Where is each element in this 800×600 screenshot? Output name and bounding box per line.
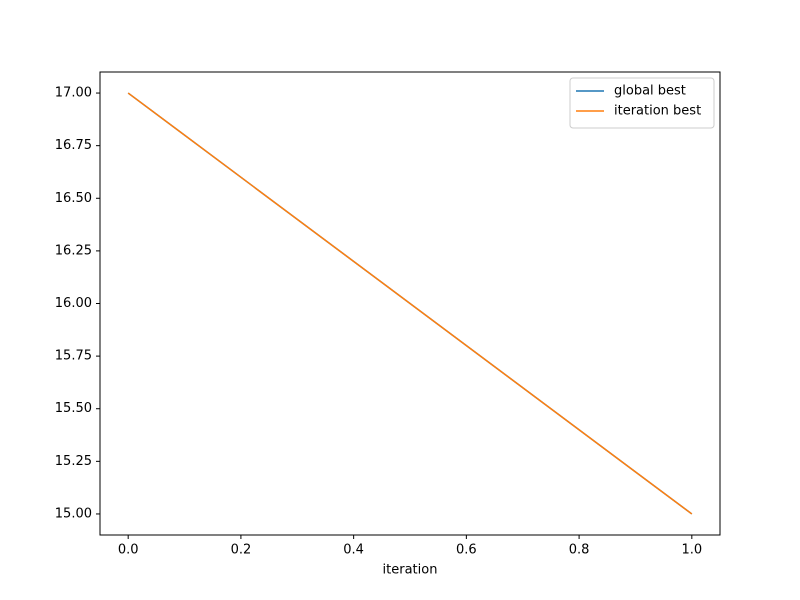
y-tick-label: 17.00 bbox=[55, 86, 92, 101]
y-tick-label: 15.75 bbox=[55, 349, 92, 364]
x-tick-label: 0.2 bbox=[231, 543, 252, 558]
y-tick-label: 16.50 bbox=[55, 191, 92, 206]
legend-box bbox=[569, 77, 715, 129]
line bbox=[127, 92, 693, 515]
y-tick-label: 15.00 bbox=[55, 506, 92, 521]
y-tick-label: 16.00 bbox=[55, 296, 92, 311]
x-tick-label: 0.0 bbox=[118, 543, 139, 558]
legend-label: iteration best bbox=[614, 104, 701, 119]
y-tick-label: 16.25 bbox=[55, 243, 92, 258]
x-tick-label: 0.6 bbox=[456, 543, 477, 558]
plot-frame bbox=[99, 71, 721, 536]
x-tick-label: 0.4 bbox=[343, 543, 364, 558]
y-tick-label: 15.25 bbox=[55, 454, 92, 469]
y-tick-label: 16.75 bbox=[55, 138, 92, 153]
y-tick-label: 15.50 bbox=[55, 401, 92, 416]
x-tick-label: 0.8 bbox=[569, 543, 590, 558]
x-axis-label: iteration bbox=[383, 563, 438, 578]
x-tick-label: 1.0 bbox=[681, 543, 702, 558]
legend-label: global best bbox=[614, 84, 686, 99]
